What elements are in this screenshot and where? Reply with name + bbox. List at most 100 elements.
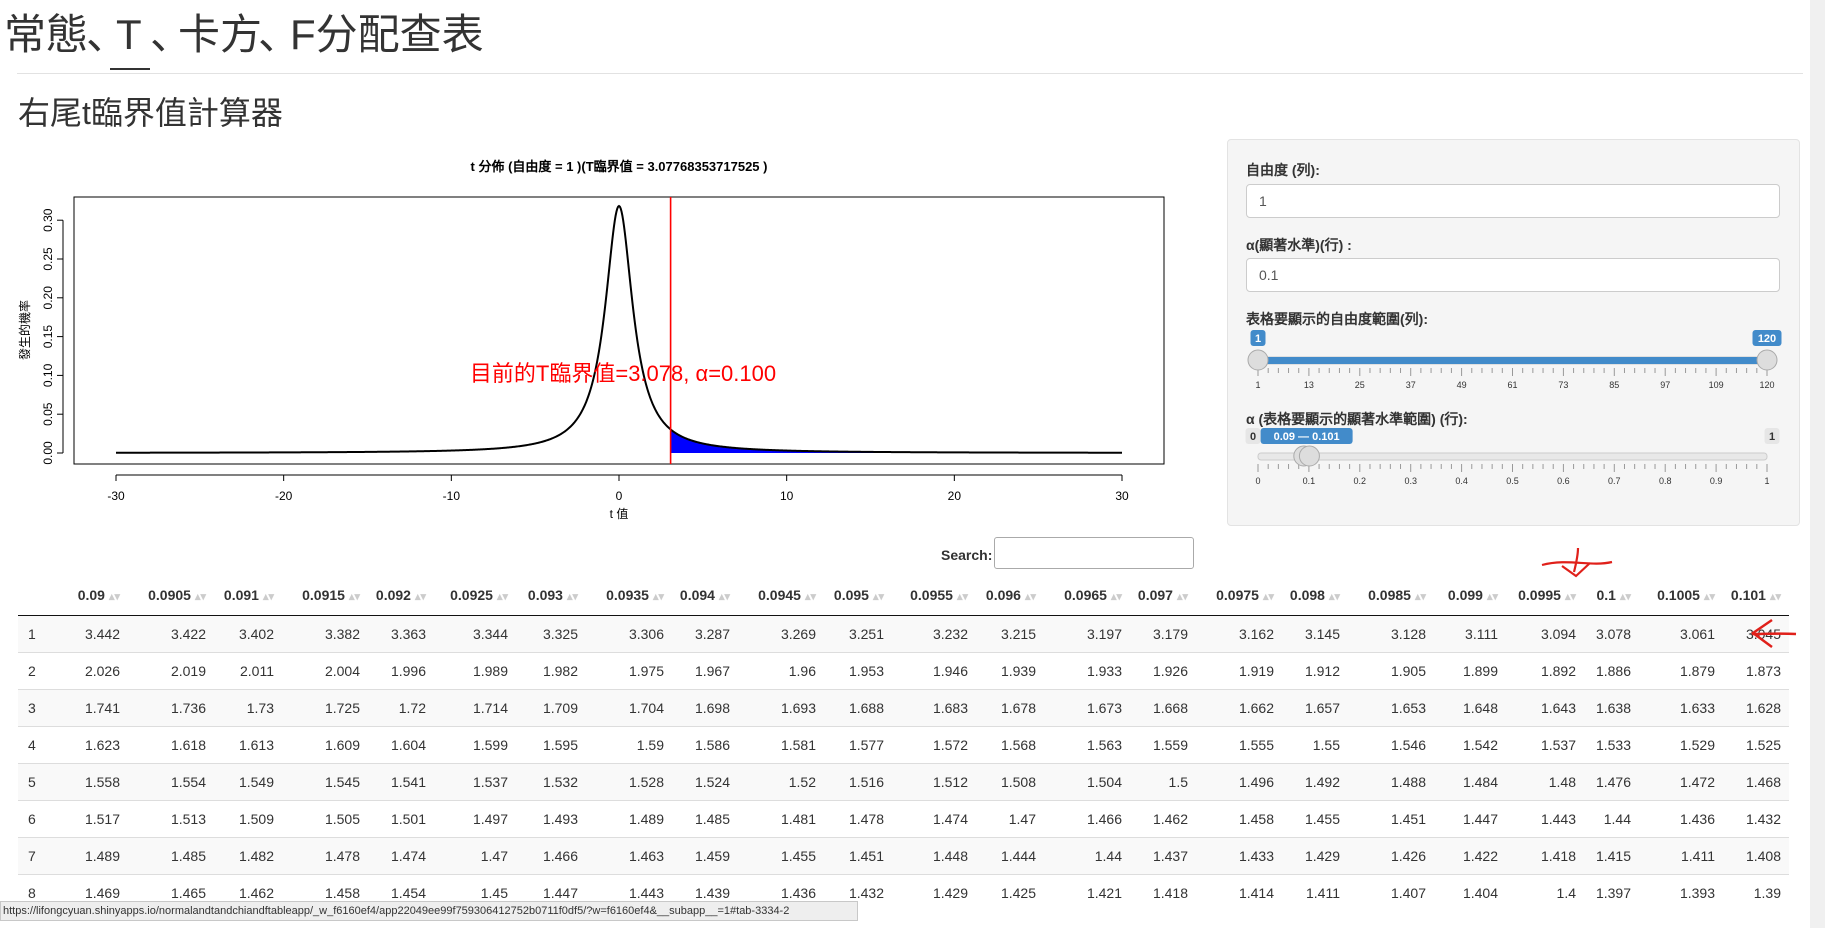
table-header-cell[interactable]: 0.0945 ▴▾	[738, 575, 824, 616]
column-header-label: 0.097	[1137, 587, 1173, 603]
table-header-cell[interactable]: 0.0955 ▴▾	[892, 575, 976, 616]
table-cell: 3.402	[214, 615, 282, 653]
table-cell: 3.363	[368, 615, 434, 653]
slider-tick-label: 0.9	[1710, 476, 1723, 486]
sort-icon[interactable]: ▴▾	[348, 591, 360, 603]
page-title: 右尾t臨界值計算器	[18, 95, 283, 131]
table-header-cell[interactable]: 0.1005 ▴▾	[1639, 575, 1723, 616]
table-row: 5 1.558 1.554 1.549 1.545 1.541 1.537 1.532 1.52…	[18, 763, 1789, 801]
table-header-cell[interactable]: 0.096 ▴▾	[976, 575, 1044, 616]
table-cell: 2.026	[58, 652, 128, 690]
status-url-bar: https://lifongcyuan.shinyapps.io/normala…	[0, 901, 858, 921]
sort-icon[interactable]: ▴▾	[496, 591, 508, 603]
alpha-slider-track[interactable]	[1257, 452, 1768, 461]
table-cell: 1.426	[1348, 837, 1434, 875]
table-cell: 1.478	[824, 800, 892, 838]
sort-icon[interactable]: ▴▾	[1619, 591, 1631, 603]
sort-icon[interactable]: ▴▾	[1024, 591, 1036, 603]
sort-icon[interactable]: ▴▾	[1414, 591, 1426, 603]
df-range-label: 表格要顯示的自由度範圍(列):	[1246, 311, 1428, 327]
plot-frame	[73, 196, 1165, 465]
table-cell: 1.407	[1348, 874, 1434, 911]
df-slider-handle-to[interactable]	[1756, 349, 1778, 371]
table-cell: 3.045	[1723, 615, 1789, 653]
tab-t[interactable]: T	[110, 6, 150, 70]
table-cell: 1.693	[738, 689, 824, 727]
sort-icon[interactable]: ▴▾	[956, 591, 968, 603]
sort-icon[interactable]: ▴▾	[566, 591, 578, 603]
scrollbar[interactable]	[1810, 0, 1825, 928]
table-header-cell[interactable]: 0.091 ▴▾	[214, 575, 282, 616]
table-header-cell[interactable]: 0.098 ▴▾	[1282, 575, 1348, 616]
x-tick-label: -10	[443, 489, 461, 503]
table-header-cell[interactable]: 0.0975 ▴▾	[1196, 575, 1282, 616]
table-cell: 1.549	[214, 763, 282, 801]
table-cell: 1.572	[892, 726, 976, 764]
tab-f[interactable]: F分配查表	[290, 11, 484, 58]
slider-tick-label: 0.4	[1455, 476, 1468, 486]
alpha-slider-handle-to[interactable]	[1298, 445, 1320, 467]
df-slider-handle-from[interactable]	[1247, 349, 1269, 371]
sort-icon[interactable]: ▴▾	[1769, 591, 1781, 603]
table-header-cell[interactable]: 0.0925 ▴▾	[434, 575, 516, 616]
sort-icon[interactable]: ▴▾	[108, 591, 120, 603]
table-header-cell[interactable]: 0.0985 ▴▾	[1348, 575, 1434, 616]
table-cell: 1.577	[824, 726, 892, 764]
table-header-cell[interactable]: 0.099 ▴▾	[1434, 575, 1506, 616]
tab-separator: 、	[86, 11, 129, 58]
alpha-slider-ticks: 0 0.1 0.2 0.3 0.4 0.5 0.6 0.7 0.8 0.9 1	[1255, 464, 1770, 486]
sort-icon[interactable]: ▴▾	[1564, 591, 1576, 603]
t-distribution-plot: t 分佈 (自由度 = 1 )(T臨界值 = 3.07768353717525 …	[0, 148, 1200, 535]
sort-icon[interactable]: ▴▾	[414, 591, 426, 603]
sort-icon[interactable]: ▴▾	[1262, 591, 1274, 603]
sort-icon[interactable]: ▴▾	[262, 591, 274, 603]
column-header-label: 0.094	[679, 587, 715, 603]
sort-icon[interactable]: ▴▾	[804, 591, 816, 603]
table-header-cell[interactable]: 0.097 ▴▾	[1130, 575, 1196, 616]
table-cell: 1.44	[1044, 837, 1130, 875]
table-header-cell[interactable]: 0.0915 ▴▾	[282, 575, 368, 616]
table-header-cell[interactable]: 0.094 ▴▾	[672, 575, 738, 616]
table-header-cell[interactable]: 0.092 ▴▾	[368, 575, 434, 616]
table-cell: 1.425	[976, 874, 1044, 911]
sort-icon[interactable]: ▴▾	[1486, 591, 1498, 603]
table-header-cell[interactable]: 0.101 ▴▾	[1723, 575, 1789, 616]
table-cell: 3.422	[128, 615, 214, 653]
table-header-cell[interactable]: 0.0965 ▴▾	[1044, 575, 1130, 616]
tab-chisquare[interactable]: 卡方	[178, 11, 263, 58]
alpha-input[interactable]	[1246, 258, 1780, 292]
table-header-cell[interactable]: 0.0995 ▴▾	[1506, 575, 1584, 616]
density-curve	[115, 204, 1123, 454]
sort-icon[interactable]: ▴▾	[194, 591, 206, 603]
sort-icon[interactable]: ▴▾	[718, 591, 730, 603]
tab-normal[interactable]: 常態	[4, 11, 89, 58]
table-cell: 1.512	[892, 763, 976, 801]
column-header-label: 0.0965	[1064, 587, 1107, 603]
sort-icon[interactable]: ▴▾	[1328, 591, 1340, 603]
row-number: 7	[18, 837, 58, 875]
sort-icon[interactable]: ▴▾	[652, 591, 664, 603]
table-header-cell[interactable]: 0.095 ▴▾	[824, 575, 892, 616]
table-header-cell[interactable]: 0.09 ▴▾	[58, 575, 128, 616]
table-cell: 1.516	[824, 763, 892, 801]
sort-icon[interactable]: ▴▾	[1110, 591, 1122, 603]
table-row: 1 3.442 3.422 3.402 3.382 3.363 3.344 3.325 3.30…	[18, 615, 1789, 653]
sort-icon[interactable]: ▴▾	[1703, 591, 1715, 603]
sort-icon[interactable]: ▴▾	[1176, 591, 1188, 603]
sort-icon[interactable]: ▴▾	[872, 591, 884, 603]
svg-text:0: 0	[1250, 431, 1256, 443]
table-header-cell[interactable]: 0.0935 ▴▾	[586, 575, 672, 616]
table-cell: 3.325	[516, 615, 586, 653]
table-header-cell[interactable]: 0.1 ▴▾	[1584, 575, 1639, 616]
table-cell: 1.418	[1130, 874, 1196, 911]
table-header-cell[interactable]: 0.093 ▴▾	[516, 575, 586, 616]
table-cell: 1.668	[1130, 689, 1196, 727]
table-header-cell[interactable]: 0.0905 ▴▾	[128, 575, 214, 616]
table-cell: 1.458	[1196, 800, 1282, 838]
search-input[interactable]	[994, 537, 1194, 569]
table-cell: 2.019	[128, 652, 214, 690]
alpha-label: α(顯著水準)(行) :	[1246, 237, 1352, 253]
y-axis: 0.00 0.05 0.10 0.15 0.20 0.25 0.30	[41, 208, 64, 465]
table-cell: 1.4	[1506, 874, 1584, 911]
df-input[interactable]	[1246, 184, 1780, 218]
